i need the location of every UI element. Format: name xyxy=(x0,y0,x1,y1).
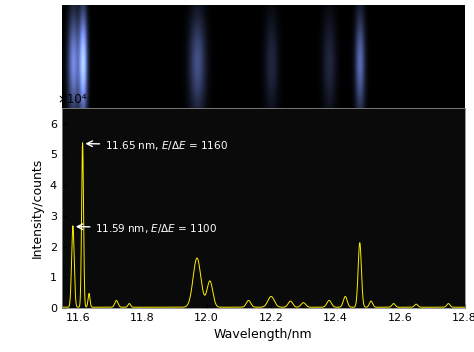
Text: 11.59 nm, $E/\Delta E$ = 1100: 11.59 nm, $E/\Delta E$ = 1100 xyxy=(77,221,218,234)
Y-axis label: Intensity/counts: Intensity/counts xyxy=(31,158,44,258)
Text: ×10⁴: ×10⁴ xyxy=(58,93,87,106)
X-axis label: Wavelength/nm: Wavelength/nm xyxy=(214,328,312,341)
Text: 11.65 nm, $E/\Delta E$ = 1160: 11.65 nm, $E/\Delta E$ = 1160 xyxy=(87,139,228,152)
